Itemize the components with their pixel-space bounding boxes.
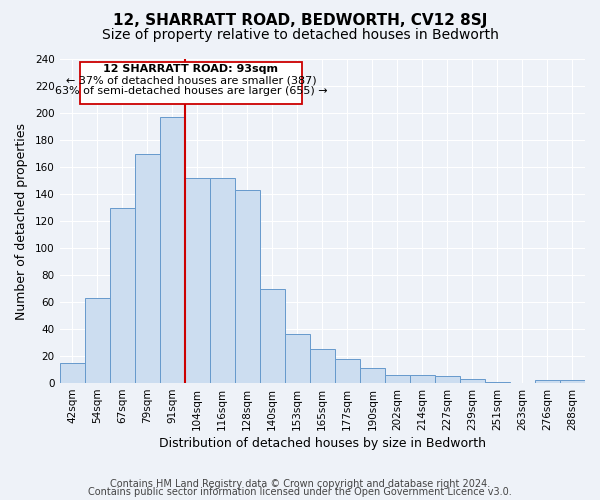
Y-axis label: Number of detached properties: Number of detached properties	[15, 122, 28, 320]
Bar	[335, 359, 360, 383]
Bar	[360, 368, 385, 383]
Bar	[385, 375, 410, 383]
Text: Contains HM Land Registry data © Crown copyright and database right 2024.: Contains HM Land Registry data © Crown c…	[110, 479, 490, 489]
Bar	[260, 288, 285, 383]
Bar	[134, 154, 160, 383]
Bar	[460, 379, 485, 383]
Text: 12 SHARRATT ROAD: 93sqm: 12 SHARRATT ROAD: 93sqm	[103, 64, 278, 74]
Bar	[209, 178, 235, 383]
Text: 12, SHARRATT ROAD, BEDWORTH, CV12 8SJ: 12, SHARRATT ROAD, BEDWORTH, CV12 8SJ	[113, 12, 487, 28]
FancyBboxPatch shape	[80, 62, 302, 104]
Bar	[485, 382, 510, 383]
Bar	[110, 208, 134, 383]
Text: 63% of semi-detached houses are larger (655) →: 63% of semi-detached houses are larger (…	[55, 86, 327, 96]
Bar	[410, 375, 435, 383]
Text: ← 37% of detached houses are smaller (387): ← 37% of detached houses are smaller (38…	[65, 75, 316, 85]
Bar	[59, 363, 85, 383]
X-axis label: Distribution of detached houses by size in Bedworth: Distribution of detached houses by size …	[159, 437, 486, 450]
Text: Contains public sector information licensed under the Open Government Licence v3: Contains public sector information licen…	[88, 487, 512, 497]
Bar	[285, 334, 310, 383]
Bar	[160, 117, 185, 383]
Bar	[235, 190, 260, 383]
Bar	[185, 178, 209, 383]
Bar	[435, 376, 460, 383]
Bar	[560, 380, 585, 383]
Bar	[85, 298, 110, 383]
Text: Size of property relative to detached houses in Bedworth: Size of property relative to detached ho…	[101, 28, 499, 42]
Bar	[535, 380, 560, 383]
Bar	[310, 350, 335, 383]
